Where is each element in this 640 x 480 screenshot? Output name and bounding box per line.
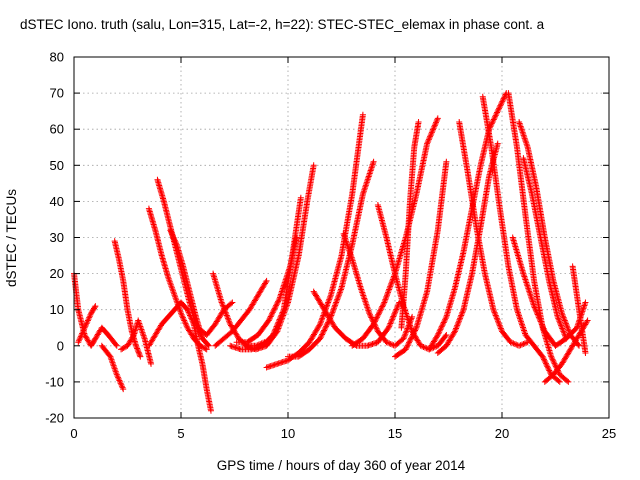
x-tick-label: 25	[602, 426, 616, 441]
y-tick-label: 80	[50, 50, 64, 65]
series-arc10	[190, 321, 214, 414]
y-tick-label: -10	[45, 374, 64, 389]
y-tick-label: 50	[50, 158, 64, 173]
y-tick-label: 10	[50, 302, 64, 317]
x-tick-label: 10	[281, 426, 295, 441]
series-arc35	[552, 299, 589, 349]
x-tick-label: 15	[388, 426, 402, 441]
series-arc24	[398, 118, 422, 331]
x-axis-ticks: 0 5 10 15 20 25	[70, 57, 616, 441]
series-arc25	[426, 90, 510, 353]
y-tick-label: 30	[50, 230, 64, 245]
y-axis-label: dSTEC / TECUs	[4, 189, 19, 287]
series-arc3	[98, 342, 127, 393]
series-arc31	[520, 155, 570, 342]
series-arc13	[212, 277, 270, 349]
series-arc20	[340, 230, 416, 349]
x-tick-label: 5	[177, 426, 184, 441]
series-arc6	[145, 299, 197, 349]
series-arc30	[516, 118, 583, 349]
series-arc4	[111, 238, 144, 360]
y-axis-ticks: -20 -10 0 10 20 30 40 50 60 70 80	[45, 50, 609, 426]
series-arc5	[118, 317, 155, 367]
y-tick-label: 20	[50, 266, 64, 281]
y-tick-label: 0	[57, 338, 64, 353]
x-tick-label: 20	[495, 426, 509, 441]
x-tick-label: 0	[70, 426, 77, 441]
x-axis-label: GPS time / hours of day 360 of year 2014	[217, 458, 466, 473]
series-arc23	[392, 158, 450, 360]
series-arc2	[75, 303, 99, 346]
series-arc28	[479, 93, 563, 385]
series-arc16	[233, 234, 300, 346]
series-arc19	[310, 288, 403, 349]
series-arc33	[509, 234, 559, 349]
series-arc18	[285, 158, 377, 360]
data-markers	[71, 90, 591, 414]
y-tick-label: 70	[50, 86, 64, 101]
series-arc15	[242, 162, 317, 353]
y-tick-label: -20	[45, 411, 64, 426]
y-tick-label: 60	[50, 122, 64, 137]
chart-title: dSTEC Iono. truth (salu, Lon=315, Lat=-2…	[20, 17, 545, 32]
series-arc27	[456, 118, 531, 349]
y-tick-label: 40	[50, 194, 64, 209]
